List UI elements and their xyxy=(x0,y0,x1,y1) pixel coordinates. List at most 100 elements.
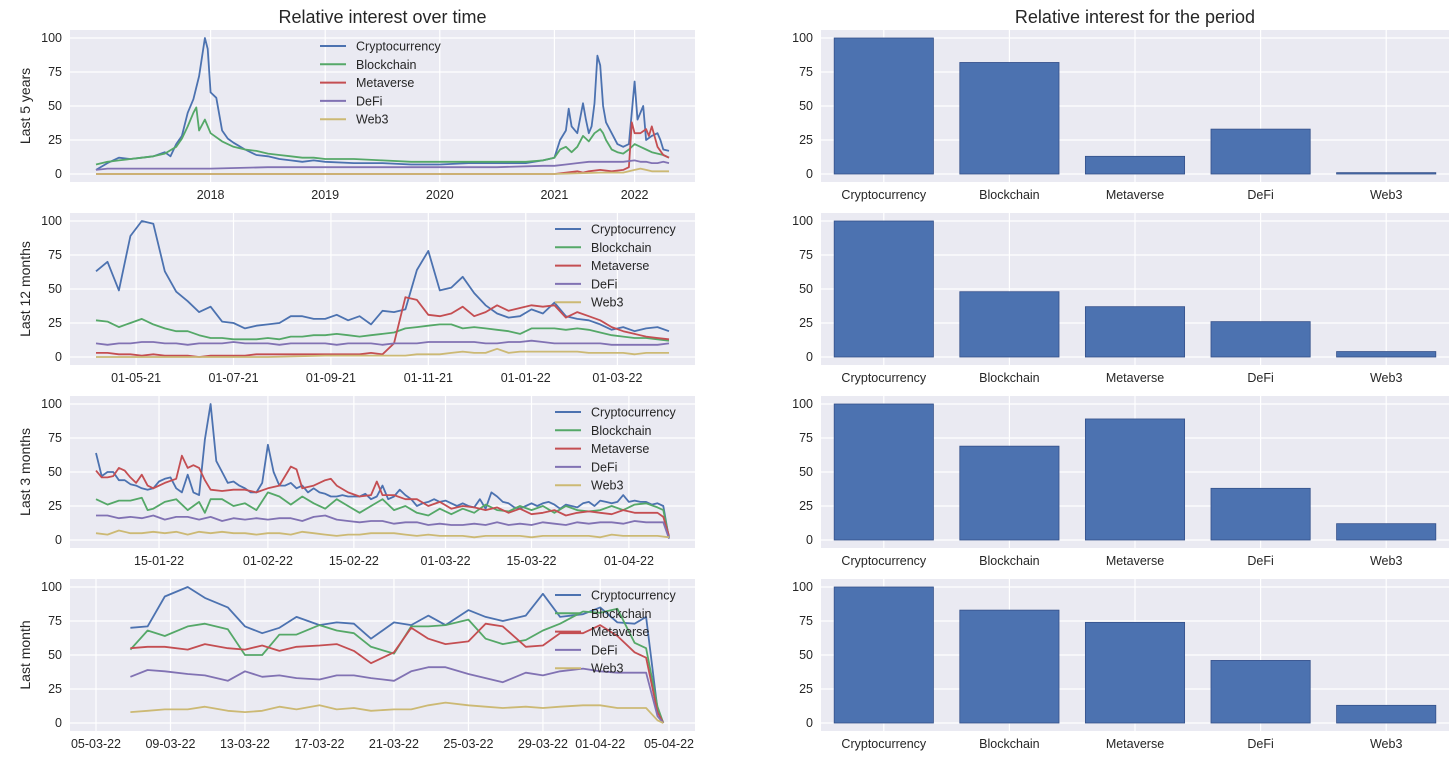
x-tick-label: Web3 xyxy=(1370,737,1402,751)
bar-cryptocurrency xyxy=(833,586,934,724)
y-tick-label: 0 xyxy=(55,350,62,364)
x-tick-label: DeFi xyxy=(1247,554,1273,568)
y-tick-label: 0 xyxy=(806,533,813,547)
bar-panel-2: 0 25 50 75 100 Cryptocurrency Blockchain Metave… xyxy=(792,396,1449,568)
legend-label-metaverse: Metaverse xyxy=(591,625,649,639)
x-tick-label: 01-04-22 xyxy=(604,554,654,568)
y-tick-label: 25 xyxy=(799,316,813,330)
legend-label-web3: Web3 xyxy=(591,662,623,676)
x-tick-label: 25-03-22 xyxy=(443,737,493,751)
series-line-metaverse xyxy=(96,121,670,175)
y-tick-label: 50 xyxy=(48,648,62,662)
y-tick-label: 25 xyxy=(799,682,813,696)
y-tick-label: 75 xyxy=(799,248,813,262)
x-tick-label: Cryptocurrency xyxy=(841,554,926,568)
series-line-blockchain xyxy=(129,607,665,724)
y-tick-label: 0 xyxy=(55,716,62,730)
y-tick-label: 50 xyxy=(799,282,813,296)
x-tick-label: 15-02-22 xyxy=(329,554,379,568)
row-label: Last 5 years xyxy=(17,68,33,144)
x-tick-label: 01-05-21 xyxy=(111,371,161,385)
x-tick-label: DeFi xyxy=(1247,188,1273,202)
y-tick-label: 0 xyxy=(55,533,62,547)
x-tick-label: Metaverse xyxy=(1106,188,1164,202)
y-tick-label: 25 xyxy=(799,499,813,513)
legend-label-defi: DeFi xyxy=(591,460,617,474)
series-line-blockchain xyxy=(95,491,670,538)
x-tick-label: Blockchain xyxy=(979,554,1039,568)
x-tick-label: DeFi xyxy=(1247,371,1273,385)
y-tick-label: 100 xyxy=(792,580,813,594)
y-tick-label: 50 xyxy=(799,648,813,662)
x-tick-label: DeFi xyxy=(1247,737,1273,751)
series-line-metaverse xyxy=(95,454,670,537)
x-tick-label: Cryptocurrency xyxy=(841,737,926,751)
bar-defi xyxy=(1210,487,1311,541)
row-label: Last 3 months xyxy=(17,428,33,516)
y-tick-label: 50 xyxy=(799,465,813,479)
x-tick-label: Web3 xyxy=(1370,554,1402,568)
x-tick-label: 13-03-22 xyxy=(220,737,270,751)
y-tick-label: 0 xyxy=(806,167,813,181)
legend-label-web3: Web3 xyxy=(356,113,388,127)
x-tick-label: 21-03-22 xyxy=(369,737,419,751)
y-tick-label: 50 xyxy=(48,282,62,296)
x-tick-label: 05-03-22 xyxy=(71,737,121,751)
line-panel-0: 0 25 50 75 100 2018 2019 2020 2021 2022 Cryptocurr… xyxy=(17,7,695,202)
x-tick-label: 01-02-22 xyxy=(243,554,293,568)
legend-label-blockchain: Blockchain xyxy=(356,58,416,72)
x-tick-label: Blockchain xyxy=(979,371,1039,385)
bar-panel-3: 0 25 50 75 100 Cryptocurrency Blockchain Metave… xyxy=(792,579,1449,751)
series-line-cryptocurrency xyxy=(95,220,670,333)
x-tick-label: 01-09-21 xyxy=(306,371,356,385)
bar-metaverse xyxy=(1084,621,1186,724)
x-tick-label: 17-03-22 xyxy=(294,737,344,751)
series-line-blockchain xyxy=(95,106,670,166)
y-tick-label: 100 xyxy=(41,214,62,228)
bar-metaverse xyxy=(1084,155,1186,175)
y-tick-label: 50 xyxy=(48,99,62,113)
x-tick-label: 01-01-22 xyxy=(501,371,551,385)
line-panel-2: 0 25 50 75 100 15-01-22 01-02-22 15-02-22 01-03-… xyxy=(17,396,695,568)
y-tick-label: 100 xyxy=(792,397,813,411)
x-tick-label: 15-01-22 xyxy=(134,554,184,568)
bar-blockchain xyxy=(959,291,1060,358)
series-line-metaverse xyxy=(130,622,665,724)
x-tick-label: Metaverse xyxy=(1106,554,1164,568)
bar-defi xyxy=(1210,321,1311,358)
panel-title: Relative interest for the period xyxy=(1015,7,1255,27)
series-line-web3 xyxy=(96,347,669,358)
y-tick-label: 25 xyxy=(48,499,62,513)
x-tick-label: 2019 xyxy=(311,188,339,202)
legend-label-cryptocurrency: Cryptocurrency xyxy=(591,589,676,603)
x-tick-label: 01-03-22 xyxy=(421,554,471,568)
y-tick-label: 25 xyxy=(48,682,62,696)
bar-blockchain xyxy=(959,609,1060,724)
bar-blockchain xyxy=(959,62,1060,175)
x-tick-label: Blockchain xyxy=(979,188,1039,202)
y-tick-label: 50 xyxy=(799,99,813,113)
x-tick-label: Metaverse xyxy=(1106,371,1164,385)
bar-web3 xyxy=(1336,351,1437,358)
x-tick-label: 01-07-21 xyxy=(208,371,258,385)
legend-label-cryptocurrency: Cryptocurrency xyxy=(356,40,441,54)
y-tick-label: 75 xyxy=(48,431,62,445)
y-tick-label: 100 xyxy=(41,580,62,594)
bar-cryptocurrency xyxy=(833,220,934,358)
bar-cryptocurrency xyxy=(833,403,934,541)
series-line-defi xyxy=(96,514,670,539)
x-tick-label: 01-04-22 xyxy=(575,737,625,751)
x-tick-label: Web3 xyxy=(1370,371,1402,385)
y-tick-label: 75 xyxy=(48,65,62,79)
bar-blockchain xyxy=(959,445,1060,541)
series-line-metaverse xyxy=(96,296,670,358)
series-line-blockchain xyxy=(95,318,670,342)
legend-label-blockchain: Blockchain xyxy=(591,241,651,255)
line-panel-3: 0 25 50 75 100 05-03-22 09-03-22 13-03-22 17-03-… xyxy=(17,579,695,751)
series-line-cryptocurrency xyxy=(130,586,665,724)
legend-label-blockchain: Blockchain xyxy=(591,607,651,621)
bar-defi xyxy=(1210,128,1311,175)
x-tick-label: Metaverse xyxy=(1106,737,1164,751)
